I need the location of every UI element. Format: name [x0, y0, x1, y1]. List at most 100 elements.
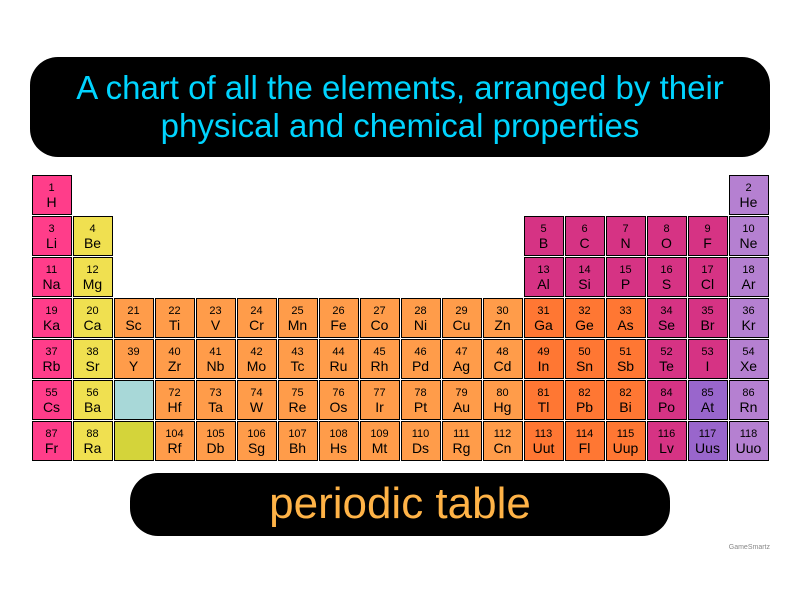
element-number: 76 — [332, 388, 344, 399]
element-symbol: Te — [659, 359, 674, 373]
element-Cn: 112Cn — [483, 421, 523, 461]
element-Rb: 37Rb — [32, 339, 72, 379]
element-symbol: Sb — [617, 359, 634, 373]
element-number: 113 — [535, 429, 553, 440]
element-Mt: 109Mt — [360, 421, 400, 461]
element-Ca: 20Ca — [73, 298, 113, 338]
element-symbol: Ga — [534, 318, 553, 332]
element-symbol: Hf — [168, 400, 182, 414]
element-number: 34 — [660, 306, 672, 317]
element-Nb: 41Nb — [196, 339, 236, 379]
element-symbol: Mo — [247, 359, 266, 373]
element-number: 108 — [329, 429, 347, 440]
element-number: 85 — [701, 388, 713, 399]
element-symbol: Nb — [207, 359, 225, 373]
element-Ne: 10Ne — [729, 216, 769, 256]
element-symbol: Ca — [84, 318, 102, 332]
element-symbol: Ru — [330, 359, 348, 373]
element-number: 87 — [45, 429, 57, 440]
element-number: 110 — [412, 429, 430, 440]
element-number: 50 — [578, 347, 590, 358]
element-symbol: Ne — [740, 236, 758, 250]
element-As: 33As — [606, 298, 646, 338]
element-number: 54 — [742, 347, 754, 358]
element-number: 15 — [619, 265, 631, 276]
element-Ni: 28Ni — [401, 298, 441, 338]
element-N: 7N — [606, 216, 646, 256]
element-number: 26 — [332, 306, 344, 317]
element-Li: 3Li — [32, 216, 72, 256]
element-number: 12 — [86, 265, 98, 276]
element-placeholder — [114, 380, 154, 420]
element-Si: 14Si — [565, 257, 605, 297]
element-number: 29 — [455, 306, 467, 317]
element-symbol: C — [579, 236, 589, 250]
element-number: 82 — [619, 388, 631, 399]
element-Pt: 78Pt — [401, 380, 441, 420]
element-number: 24 — [250, 306, 262, 317]
element-He: 2He — [729, 175, 769, 215]
term-text: periodic table — [269, 479, 531, 528]
element-number: 112 — [494, 429, 512, 440]
element-Ru: 44Ru — [319, 339, 359, 379]
element-number: 27 — [373, 306, 385, 317]
element-number: 107 — [288, 429, 306, 440]
element-Tc: 43Tc — [278, 339, 318, 379]
element-Sc: 21Sc — [114, 298, 154, 338]
element-Se: 34Se — [647, 298, 687, 338]
element-Y: 39Y — [114, 339, 154, 379]
element-Ag: 47Ag — [442, 339, 482, 379]
element-symbol: Cn — [494, 441, 512, 455]
element-Sb: 51Sb — [606, 339, 646, 379]
element-number: 7 — [622, 224, 628, 235]
element-symbol: Sr — [86, 359, 100, 373]
element-symbol: Sn — [576, 359, 593, 373]
element-symbol: As — [617, 318, 633, 332]
element-number: 45 — [373, 347, 385, 358]
element-symbol: Pd — [412, 359, 429, 373]
element-symbol: Ni — [414, 318, 427, 332]
element-V: 23V — [196, 298, 236, 338]
element-symbol: Rh — [371, 359, 389, 373]
element-symbol: Be — [84, 236, 101, 250]
element-number: 73 — [209, 388, 221, 399]
element-number: 53 — [701, 347, 713, 358]
element-Au: 79Au — [442, 380, 482, 420]
element-symbol: Kr — [742, 318, 756, 332]
element-Cs: 55Cs — [32, 380, 72, 420]
element-number: 14 — [578, 265, 590, 276]
element-symbol: Uup — [613, 441, 639, 455]
element-C: 6C — [565, 216, 605, 256]
element-Xe: 54Xe — [729, 339, 769, 379]
element-At: 85At — [688, 380, 728, 420]
element-Fr: 87Fr — [32, 421, 72, 461]
element-placeholder — [114, 421, 154, 461]
element-Pb: 82Pb — [565, 380, 605, 420]
element-symbol: Uus — [695, 441, 720, 455]
element-B: 5B — [524, 216, 564, 256]
element-Na: 11Na — [32, 257, 72, 297]
element-number: 88 — [86, 429, 98, 440]
element-symbol: V — [211, 318, 220, 332]
element-symbol: Tl — [538, 400, 550, 414]
element-symbol: Rg — [453, 441, 471, 455]
element-number: 117 — [699, 429, 717, 440]
element-symbol: Cr — [249, 318, 264, 332]
element-number: 25 — [291, 306, 303, 317]
element-symbol: Au — [453, 400, 470, 414]
element-number: 8 — [663, 224, 669, 235]
element-symbol: I — [706, 359, 710, 373]
element-S: 16S — [647, 257, 687, 297]
element-number: 28 — [414, 306, 426, 317]
element-symbol: Hg — [494, 400, 512, 414]
element-symbol: Mt — [372, 441, 388, 455]
element-Hs: 108Hs — [319, 421, 359, 461]
element-number: 4 — [89, 224, 95, 235]
element-symbol: Co — [371, 318, 389, 332]
element-Ge: 32Ge — [565, 298, 605, 338]
element-number: 38 — [86, 347, 98, 358]
periodic-table-grid: 1H2He3Li4Be5B6C7N8O9F10Ne11Na12Mg13Al14S… — [32, 175, 769, 461]
element-Uuo: 118Uuo — [729, 421, 769, 461]
element-number: 3 — [48, 224, 54, 235]
element-symbol: Uut — [533, 441, 555, 455]
